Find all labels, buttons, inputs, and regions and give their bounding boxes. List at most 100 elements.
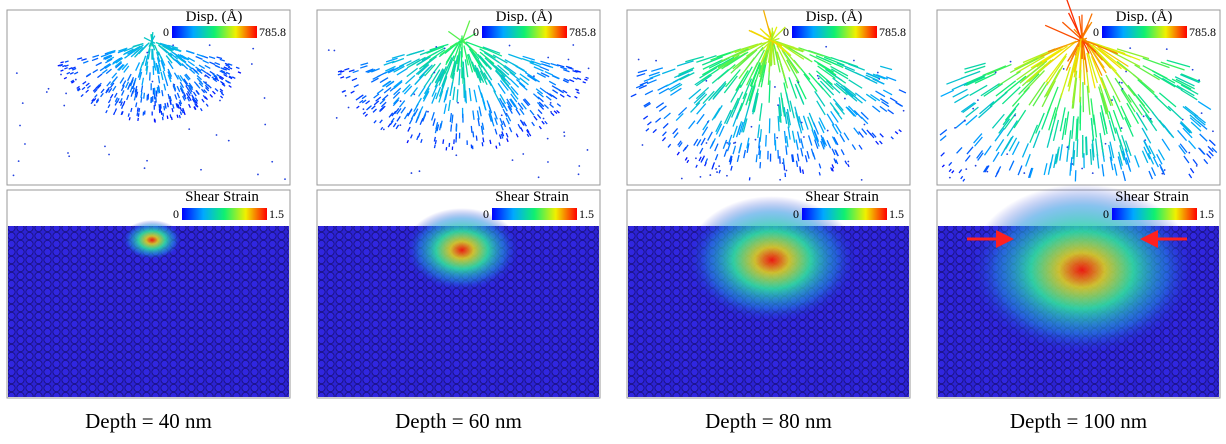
atom [46,91,48,93]
vector [1077,116,1078,139]
atom [60,74,62,76]
atom [68,155,70,157]
vector [800,166,801,171]
atom [779,179,781,181]
atom [1122,88,1124,90]
atom [550,111,552,113]
vector [435,140,436,144]
vector [144,93,145,99]
atom [550,102,552,104]
atom [578,165,580,167]
vector [471,126,472,133]
atom [709,174,711,176]
atom [63,105,65,107]
colorbar [492,208,577,220]
colorbar [182,208,267,220]
atom [1150,118,1152,120]
colorbar [792,26,877,38]
atom [1105,143,1107,145]
vector [496,146,497,149]
caption: Depth = 100 nm [1010,409,1147,433]
atom [847,161,849,163]
atom [827,130,829,132]
colorbar-min: 0 [473,25,479,39]
atom [533,75,535,77]
vector [759,146,760,155]
atom [964,120,966,122]
atom [543,118,545,120]
atom [104,145,106,147]
atom [152,81,154,83]
colorbar-label: Shear Strain [1115,189,1189,205]
atom [563,131,565,133]
atom [777,104,779,106]
atom [903,110,905,112]
atom [433,72,435,74]
atom [252,48,254,50]
atom [411,172,413,174]
atom [797,81,799,83]
atom [200,169,202,171]
atom [568,59,570,61]
atom [1066,146,1068,148]
atom [216,134,218,136]
atom [348,107,350,109]
atom [119,101,121,103]
colorbar-max: 785.8 [1189,25,1216,39]
vector [466,91,467,104]
vector [60,62,63,63]
vector [457,89,458,102]
vector [769,81,770,103]
atom [257,174,259,176]
atom [228,140,230,142]
atom [572,44,574,46]
atom [435,46,437,48]
atom [284,178,286,180]
atom [751,126,753,128]
atom [509,45,511,47]
colorbar-label: Shear Strain [185,189,259,205]
colorbar-min: 0 [173,207,179,221]
atom [642,144,644,146]
atom [1010,61,1012,63]
atom [48,88,50,90]
vector [1077,139,1078,157]
vector [434,145,435,148]
atom [1144,139,1146,141]
atom [577,89,579,91]
vector [179,115,180,118]
atom [1192,69,1194,71]
atom [24,143,26,145]
colorbar-label: Disp. (Å) [496,9,553,25]
atom [705,80,707,82]
atom [734,142,736,144]
colorbar-label: Shear Strain [805,189,879,205]
atom [219,100,221,102]
atom [146,52,148,54]
vector [60,65,63,66]
atom [427,111,429,113]
atom [726,142,728,144]
atom [1014,115,1016,117]
colorbar-label: Disp. (Å) [806,9,863,25]
vector [159,87,160,94]
atom [65,93,67,95]
caption: Depth = 40 nm [85,409,212,433]
atom [825,46,827,48]
caption: Depth = 80 nm [705,409,832,433]
vector [760,150,761,159]
atom [707,121,709,123]
colorbar [1102,26,1187,38]
atom [861,179,863,181]
atom [94,104,96,106]
atom [400,100,402,102]
vector [129,117,130,120]
atom [1166,48,1168,50]
atom [715,168,717,170]
colorbar-min: 0 [1103,207,1109,221]
atom [681,178,683,180]
vector [157,87,158,94]
atom [1121,82,1123,84]
atom [108,154,110,156]
atom [564,135,566,137]
